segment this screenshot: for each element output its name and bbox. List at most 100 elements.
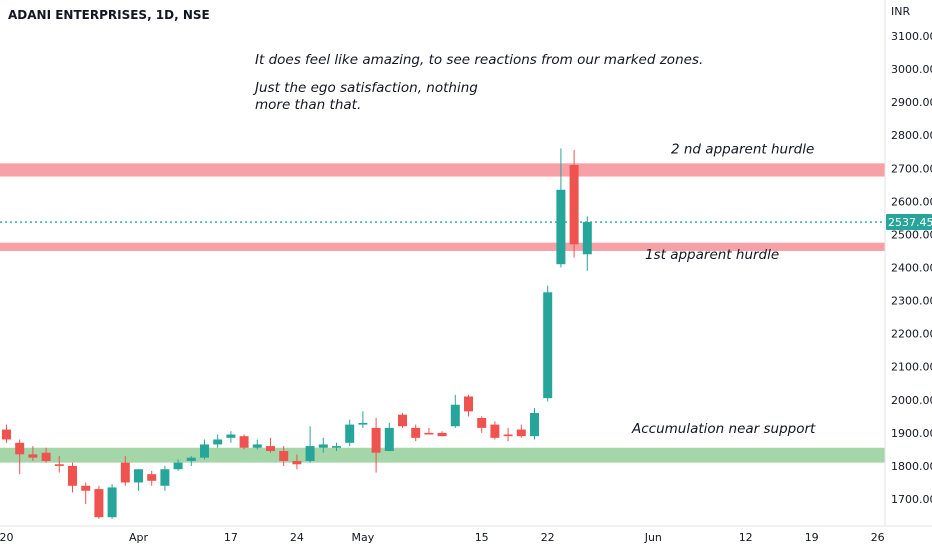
candle-body	[569, 164, 579, 245]
price-tick-label: 2000.00	[891, 394, 932, 407]
resistance-zone-1	[0, 242, 885, 251]
candle-body	[318, 444, 328, 448]
candle-body	[582, 222, 592, 255]
candle-body	[332, 446, 341, 448]
candle-body	[54, 464, 64, 466]
last-price-label: 2537.45	[888, 216, 932, 229]
candle-body	[94, 489, 104, 518]
candle-body	[252, 444, 262, 448]
candle-body	[68, 465, 77, 486]
candle-body	[464, 396, 473, 412]
time-axis[interactable]: 20 Apr 17 24 May 15 22 Jun 12 19 26	[0, 525, 932, 544]
candle	[173, 459, 183, 471]
candle	[450, 394, 460, 428]
candle	[516, 424, 526, 438]
candle	[266, 437, 275, 453]
annotation-text: Just the ego satisfaction, nothing	[252, 80, 478, 96]
candle-body	[384, 427, 394, 452]
candle-body	[450, 404, 460, 427]
candle	[332, 442, 341, 452]
candle-body	[292, 460, 302, 465]
candle	[530, 408, 539, 440]
candle	[239, 434, 249, 450]
price-tick-label: 2800.00	[891, 129, 932, 142]
currency-label: INR	[891, 5, 910, 18]
candle	[384, 422, 394, 452]
candle-body	[411, 427, 421, 438]
annotations: It does feel like amazing, to see reacti…	[252, 52, 816, 437]
price-zones	[0, 163, 885, 463]
candle-body	[503, 434, 513, 437]
candle	[54, 456, 64, 473]
annotation-text: It does feel like amazing, to see reacti…	[255, 52, 703, 68]
candle	[279, 446, 289, 466]
candle-body	[424, 432, 434, 435]
price-tick-label: 2700.00	[891, 162, 932, 175]
candle	[477, 416, 487, 433]
candles	[2, 148, 592, 519]
price-tick-label: 2600.00	[891, 195, 932, 208]
time-tick-label: 15	[475, 531, 489, 544]
candle-body	[107, 487, 117, 518]
time-tick-label: May	[352, 531, 375, 544]
price-tick-label: 1700.00	[891, 493, 932, 506]
time-tick-label: 19	[805, 531, 819, 544]
candle	[28, 446, 38, 461]
candle	[68, 462, 77, 493]
candle-body	[173, 462, 183, 470]
candle-body	[41, 452, 51, 461]
annotation-text: Accumulation near support	[631, 421, 816, 437]
time-tick-label: Jun	[644, 531, 662, 544]
candle	[464, 394, 473, 417]
time-tick-label: 24	[290, 531, 304, 544]
candle-body	[371, 427, 381, 453]
price-tick-label: 1800.00	[891, 460, 932, 473]
time-tick-label: 12	[739, 531, 753, 544]
candle	[411, 424, 421, 442]
candle	[318, 437, 328, 453]
chart-title: ADANI ENTERPRISES, 1D, NSE	[8, 8, 210, 22]
candle	[213, 434, 223, 448]
candle	[2, 424, 11, 443]
candle-body	[305, 446, 315, 461]
candle-body	[437, 432, 447, 437]
candle	[252, 439, 262, 450]
candle	[226, 431, 236, 443]
candle-body	[477, 417, 487, 428]
candle	[503, 427, 513, 442]
candle-body	[200, 444, 209, 458]
candle-body	[345, 424, 355, 443]
candle	[543, 285, 553, 402]
candle	[41, 447, 51, 463]
candle	[160, 465, 170, 491]
candle-body	[213, 439, 223, 445]
candle-body	[15, 442, 25, 455]
candle-body	[120, 462, 130, 483]
candle	[490, 421, 500, 440]
candle-body	[543, 292, 553, 399]
price-tick-label: 2300.00	[891, 295, 932, 308]
candle-body	[398, 414, 407, 427]
candle	[569, 150, 579, 258]
candle-body	[226, 434, 236, 438]
candle-body	[556, 189, 566, 265]
candle	[292, 454, 302, 470]
candle	[94, 485, 104, 519]
time-tick-label: 17	[224, 531, 238, 544]
candle-body	[530, 413, 539, 437]
time-tick-label: 20	[0, 531, 14, 544]
candle	[358, 411, 368, 428]
annotation-text: 1st apparent hurdle	[645, 247, 779, 263]
candle-body	[239, 436, 249, 448]
price-axis[interactable]: 1700.00 1800.00 1900.00 2000.00 2100.00 2200.…	[884, 0, 932, 526]
candle-body	[134, 469, 143, 483]
candle	[107, 484, 117, 519]
candle-body	[186, 457, 196, 461]
price-tick-label: 2900.00	[891, 96, 932, 109]
candle	[398, 413, 407, 428]
candle	[371, 417, 381, 473]
price-tick-label: 2400.00	[891, 262, 932, 275]
price-tick-label: 2500.00	[891, 228, 932, 241]
price-tick-label: 1900.00	[891, 427, 932, 440]
